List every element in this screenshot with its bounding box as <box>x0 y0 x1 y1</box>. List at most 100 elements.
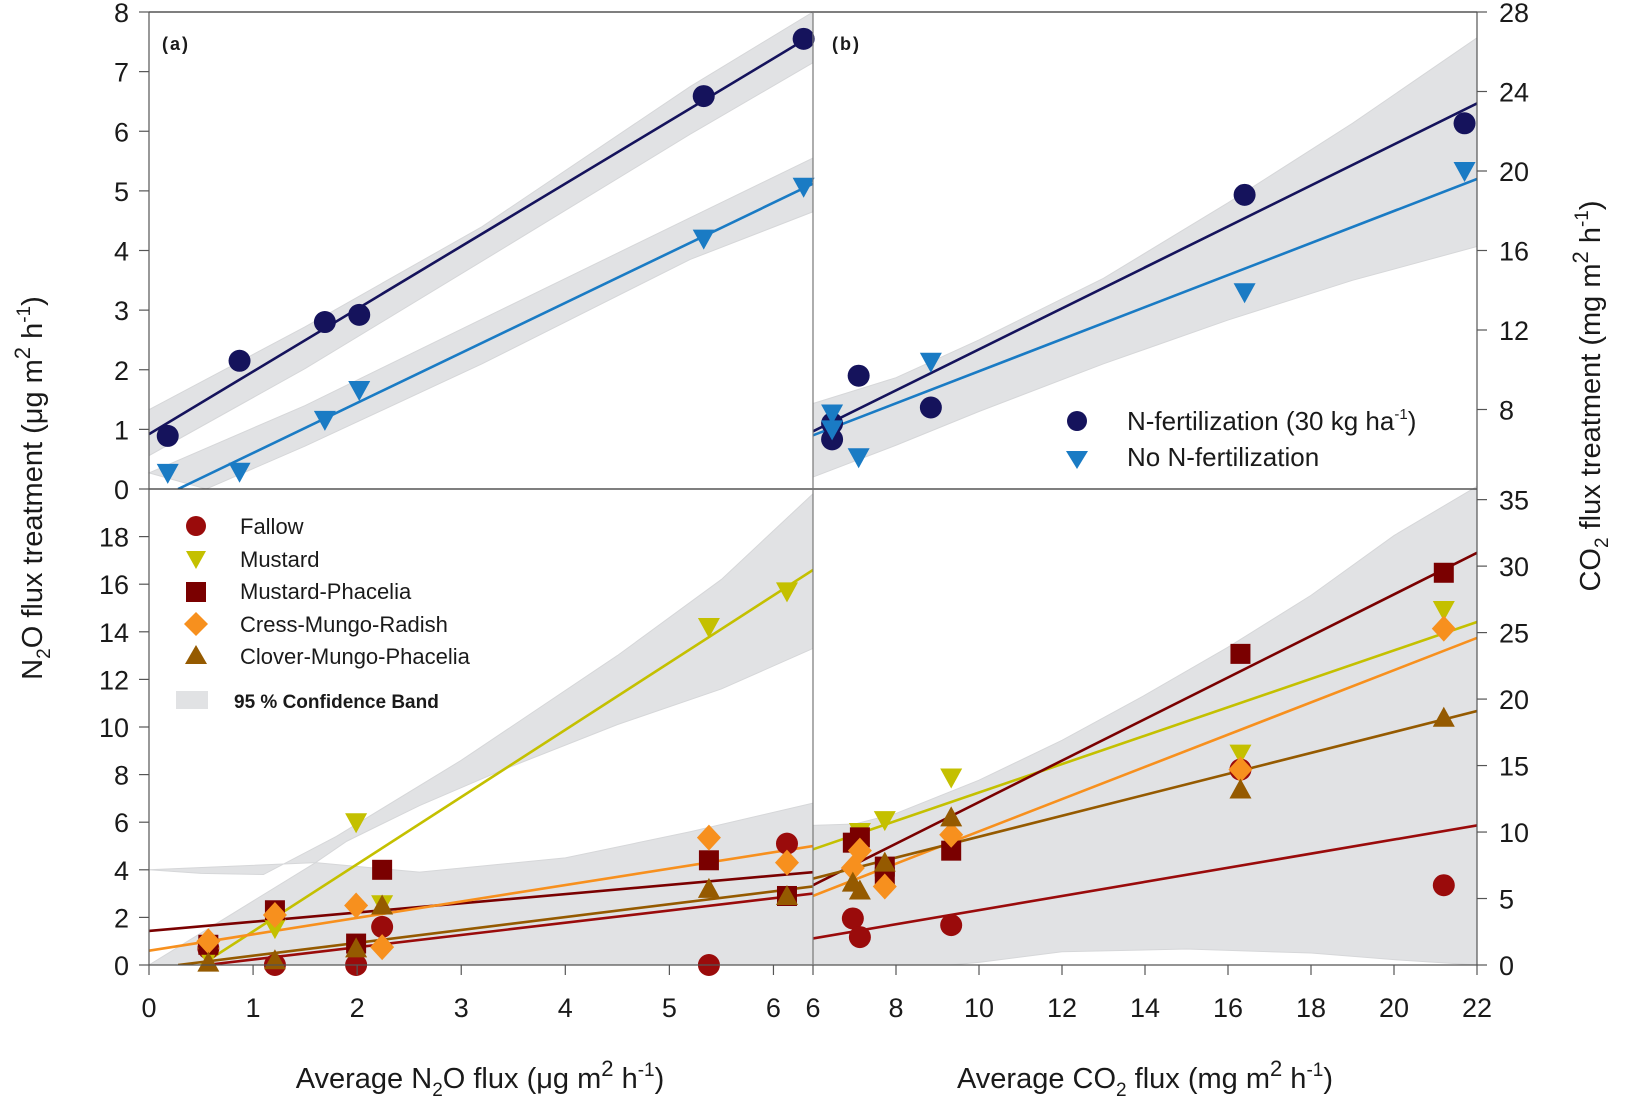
point-cress_mungo_radish-bottom-right <box>1228 756 1253 783</box>
point-clover_mungo_phacelia-bottom-left <box>775 884 798 905</box>
point-mustard_phacelia-bottom-right <box>1230 643 1251 664</box>
point-n_fert-top-right <box>1233 183 1256 206</box>
x-tick-label-bottom-left: 6 <box>766 993 781 1023</box>
point-n_fert-top-left <box>348 303 371 326</box>
y-tick-label-bottom-right: 30 <box>1499 552 1529 582</box>
legend-bottom: Fallow Mustard Mustard-Phacelia Cress-Mu… <box>176 514 471 713</box>
x-tick-label-bottom-right: 6 <box>805 993 820 1023</box>
legend-marker-mustard-phacelia <box>186 582 206 602</box>
confidence-band-bottom-right-0 <box>812 485 1478 966</box>
y-tick-label-bottom-left: 0 <box>114 951 129 981</box>
legend-marker-mustard <box>186 551 206 569</box>
point-clover_mungo_phacelia-bottom-left <box>345 937 368 958</box>
x-tick-label-bottom-left: 0 <box>141 993 156 1023</box>
fit-line-fallow-bottom-right <box>813 824 1477 940</box>
x-tick-label-bottom-left: 2 <box>350 993 365 1023</box>
fit-line-clover_mungo_phacelia-bottom-right <box>813 709 1477 880</box>
point-clover_mungo_phacelia-bottom-right <box>848 879 871 900</box>
point-cress_mungo_radish-bottom-right <box>1431 615 1456 642</box>
legend-marker-n-fert <box>1067 411 1087 431</box>
point-no_fert-top-left <box>348 381 371 402</box>
point-mustard_phacelia-bottom-right <box>849 827 870 848</box>
point-fallow-bottom-right <box>841 907 864 930</box>
point-no_fert-top-left <box>792 177 815 198</box>
point-n_fert-top-right <box>1453 112 1476 135</box>
point-n_fert-top-right <box>919 396 942 419</box>
point-cress_mungo_radish-bottom-left <box>196 928 221 955</box>
confidence-band-bottom-left-1 <box>147 802 814 966</box>
confidence-band-no_fert-top-left <box>147 157 814 490</box>
point-cress_mungo_radish-bottom-right <box>847 837 872 864</box>
x-tick-label-bottom-right: 12 <box>1047 993 1077 1023</box>
y-tick-label-bottom-left: 10 <box>99 713 129 743</box>
y-tick-label-top-left: 6 <box>114 117 129 147</box>
point-clover_mungo_phacelia-bottom-right <box>1229 778 1252 799</box>
point-mustard-bottom-right <box>1229 744 1252 765</box>
legend-label-no-fert: No N-fertilization <box>1127 442 1319 472</box>
legend-marker-fallow <box>186 516 206 536</box>
y-tick-label-top-left: 0 <box>114 475 129 505</box>
y-tick-label-bottom-left: 12 <box>99 665 129 695</box>
x-tick-label-bottom-right: 22 <box>1462 993 1492 1023</box>
fit-line-clover_mungo_phacelia-bottom-left <box>177 885 813 965</box>
y-tick-label-bottom-right: 25 <box>1499 619 1529 649</box>
point-cress_mungo_radish-bottom-right <box>939 821 964 848</box>
point-fallow-bottom-right <box>848 926 871 949</box>
left-x-axis-title: Average N2O flux (μg m2 h-1) <box>296 1056 665 1101</box>
right-y-axis-title: CO2 flux treatment (mg m2 h-1) <box>1568 200 1613 591</box>
x-tick-label-bottom-left: 4 <box>558 993 573 1023</box>
left-y-axis-title: N2O flux treatment (μg m2 h-1) <box>10 296 55 680</box>
point-fallow-bottom-right <box>940 914 963 937</box>
legend-marker-clover-mungo-phacelia <box>185 645 207 664</box>
point-mustard-bottom-right <box>1432 600 1455 621</box>
fit-line-fallow-bottom-left <box>206 892 813 965</box>
point-clover_mungo_phacelia-bottom-left <box>697 877 720 898</box>
point-cress_mungo_radish-bottom-left <box>696 824 721 851</box>
y-tick-label-bottom-left: 8 <box>114 761 129 791</box>
legend-marker-no-fert <box>1066 451 1088 469</box>
y-tick-label-bottom-right: 15 <box>1499 752 1529 782</box>
y-tick-label-top-right: 24 <box>1499 78 1529 108</box>
point-no_fert-top-right <box>1233 283 1256 304</box>
point-clover_mungo_phacelia-bottom-left <box>371 894 394 915</box>
panel-label-b: (b) <box>832 34 861 54</box>
point-clover_mungo_phacelia-bottom-right <box>940 806 963 827</box>
point-clover_mungo_phacelia-bottom-left <box>197 951 220 972</box>
y-tick-label-top-right: 16 <box>1499 237 1529 267</box>
y-tick-label-bottom-left: 2 <box>114 903 129 933</box>
y-tick-label-top-left: 3 <box>114 296 129 326</box>
point-mustard-bottom-right <box>940 768 963 789</box>
legend-label-mustard: Mustard <box>240 547 319 572</box>
point-n_fert-top-right <box>847 364 870 387</box>
y-tick-label-bottom-left: 16 <box>99 570 129 600</box>
point-mustard_phacelia-bottom-right <box>1433 562 1454 583</box>
point-cress_mungo_radish-bottom-left <box>344 892 369 919</box>
y-tick-label-bottom-right: 5 <box>1499 885 1514 915</box>
x-tick-label-bottom-left: 1 <box>246 993 261 1023</box>
point-n_fert-top-left <box>313 311 336 334</box>
point-no_fert-top-right <box>847 448 870 469</box>
point-mustard-bottom-left <box>345 813 368 834</box>
confidence-bands <box>147 11 1478 966</box>
y-tick-label-top-right: 20 <box>1499 157 1529 187</box>
y-tick-label-top-right: 8 <box>1499 396 1514 426</box>
point-clover_mungo_phacelia-bottom-right <box>1432 706 1455 727</box>
x-tick-label-bottom-right: 10 <box>964 993 994 1023</box>
legend-marker-band <box>176 691 208 709</box>
x-tick-label-bottom-left: 3 <box>454 993 469 1023</box>
point-cress_mungo_radish-bottom-left <box>370 934 395 961</box>
legend-top: N-fertilization (30 kg ha-1) No N-fertil… <box>1066 406 1416 472</box>
y-tick-label-top-left: 8 <box>114 0 129 28</box>
x-tick-label-bottom-left: 5 <box>662 993 677 1023</box>
point-n_fert-top-left <box>156 424 179 447</box>
data-markers <box>156 27 1476 976</box>
point-clover_mungo_phacelia-bottom-left <box>263 949 286 970</box>
point-no_fert-top-left <box>156 463 179 484</box>
fit-line-cress_mungo_radish-bottom-right <box>813 636 1477 898</box>
x-tick-label-bottom-right: 18 <box>1296 993 1326 1023</box>
panel-label-a: (a) <box>162 34 190 54</box>
x-tick-label-bottom-right: 16 <box>1213 993 1243 1023</box>
point-no_fert-top-right <box>1453 162 1476 182</box>
point-no_fert-top-right <box>821 404 844 425</box>
